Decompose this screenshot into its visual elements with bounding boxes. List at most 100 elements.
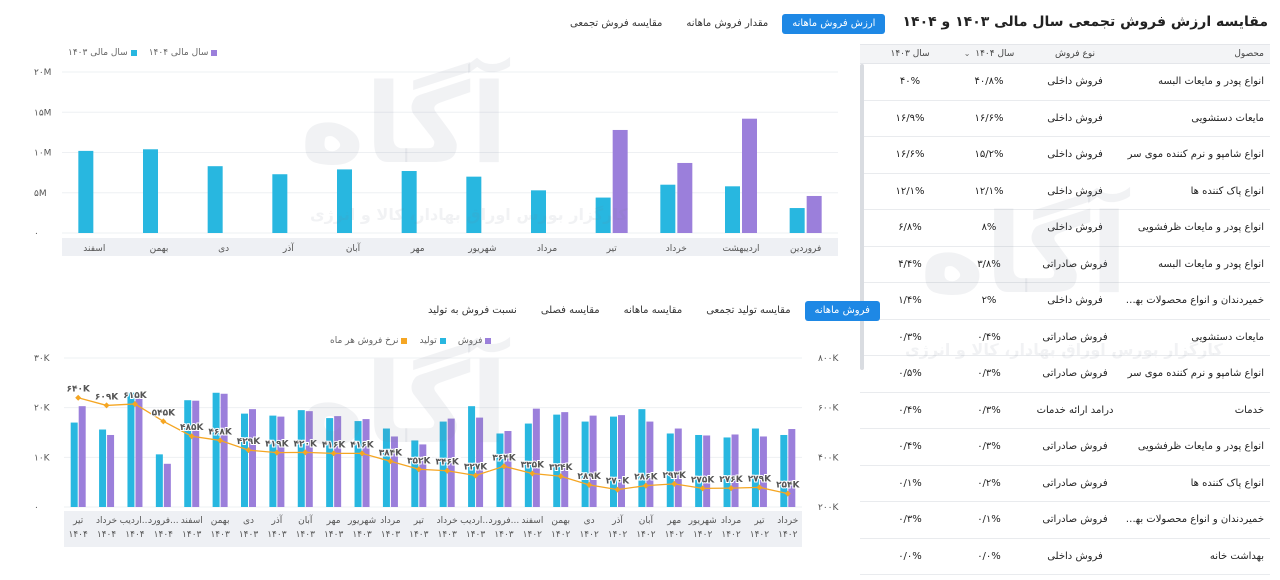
rate-point xyxy=(75,394,82,401)
x-tick-year: ۱۴۰۳ xyxy=(409,530,429,540)
tab-bottom_tabs-0[interactable]: فروش ماهانه xyxy=(804,301,880,321)
top-chart-tabs: ارزش فروش ماهانه مقدار فروش ماهانه مقایسه … xyxy=(560,14,886,34)
header-product[interactable]: محصول xyxy=(1234,49,1264,59)
rate-point xyxy=(217,437,224,444)
y-tick-label: ۱۰M xyxy=(34,149,51,159)
bar-1403 xyxy=(660,184,676,233)
cell-sale-type: فروش صادراتی xyxy=(1042,368,1108,380)
x-tick-month: خرداد xyxy=(96,516,117,526)
x-tick-label: اسفند xyxy=(83,244,105,254)
legend-label-1404: سال مالی ۱۴۰۴ xyxy=(148,48,209,58)
x-tick-year: ۱۴۰۳ xyxy=(466,530,486,540)
rate-data-label: ۳۳۵K xyxy=(521,460,545,470)
rate-point xyxy=(387,458,394,465)
table-row[interactable]: مایعات دستشویی فروش داخلی ۱۶/۶% ۱۶/۹% xyxy=(860,101,1270,137)
tab-top_tabs-2[interactable]: مقایسه فروش تجمعی xyxy=(570,18,663,29)
tab-bottom_tabs-4[interactable]: نسبت فروش به تولید xyxy=(428,305,517,316)
table-row[interactable]: انواع پودر و مایعات البسه فروش داخلی ۴۰/۸%… xyxy=(860,64,1270,101)
bar-1404 xyxy=(742,118,757,233)
y-left-tick-label: ۲۰K xyxy=(34,404,51,414)
bar-1403 xyxy=(78,150,94,233)
cell-year-1403: ۱۶/۹% xyxy=(895,112,925,124)
table-body: انواع پودر و مایعات البسه فروش داخلی ۴۰/۸%… xyxy=(860,64,1270,575)
bar-production xyxy=(610,416,617,507)
bar-1404 xyxy=(677,162,693,233)
table-header: محصول نوع فروش سال ۱۴۰۴ ⌄ سال ۱۴۰۳ xyxy=(860,44,1270,64)
sort-desc-icon[interactable]: ⌄ xyxy=(963,49,971,58)
legend-swatch-sales xyxy=(485,338,492,344)
legend-rate[interactable]: نرخ فروش هر ماه xyxy=(330,336,408,346)
bar-1404 xyxy=(806,195,822,233)
bar-production xyxy=(99,429,107,507)
table-row[interactable]: انواع پودر و مایعات ظرفشویی فروش داخلی ۸% ۶… xyxy=(860,210,1270,247)
x-tick-year: ۱۴۰۲ xyxy=(551,530,571,540)
legend-label-1403: سال مالی ۱۴۰۳ xyxy=(68,48,128,58)
bar-sales xyxy=(362,419,370,507)
tab-bottom_tabs-2[interactable]: مقایسه ماهانه xyxy=(623,305,683,316)
bar-1403 xyxy=(531,190,546,233)
cell-product: انواع شامپو و نرم کننده موی سر xyxy=(1127,149,1264,161)
bar-sales xyxy=(759,436,767,507)
bar-sales xyxy=(731,434,739,507)
rate-data-label: ۴۸۵K xyxy=(180,423,204,433)
legend-1403[interactable]: سال مالی ۱۴۰۳ xyxy=(68,48,137,58)
header-sale-type[interactable]: نوع فروش xyxy=(1055,49,1095,59)
cell-year-1404: ۲% xyxy=(981,295,997,307)
table-scrollbar[interactable] xyxy=(860,64,864,370)
legend-sales[interactable]: فروش xyxy=(458,336,492,346)
legend-production[interactable]: تولید xyxy=(419,336,446,346)
bar-sales xyxy=(163,463,171,507)
rate-point xyxy=(642,482,649,489)
x-tick-year: ۱۴۰۳ xyxy=(324,530,344,540)
legend-swatch-1403 xyxy=(130,50,137,56)
rate-data-label: ۲۹۳K xyxy=(663,471,687,481)
table-row[interactable]: انواع شامپو و نرم کننده موی سر فروش داخلی… xyxy=(860,137,1270,174)
tab-top_tabs-1[interactable]: مقدار فروش ماهانه xyxy=(686,18,769,29)
y-left-tick-label: ۰ xyxy=(34,503,39,513)
x-tick-year: ۱۴۰۳ xyxy=(182,530,202,540)
table-row[interactable]: مایعات دستشویی فروش صادراتی ۰/۴% ۰/۳% xyxy=(860,320,1270,356)
bar-sales xyxy=(703,435,711,507)
rate-point xyxy=(529,470,536,477)
rate-data-label: ۴۶۸K xyxy=(208,427,232,437)
x-tick-month: تیر xyxy=(413,516,425,526)
table-row[interactable]: خمیردندان و انواع محصولات بهدا... فروش صا… xyxy=(860,502,1270,539)
legend-1404[interactable]: سال مالی ۱۴۰۴ xyxy=(149,48,218,58)
x-tick-month: شهریور xyxy=(347,516,376,526)
header-year-1403[interactable]: سال ۱۴۰۳ xyxy=(890,49,930,59)
rate-point xyxy=(273,449,280,456)
x-tick-month: فرورد... xyxy=(489,516,520,526)
x-tick-month: خرداد xyxy=(777,516,798,526)
x-tick-month: آبان xyxy=(639,514,654,526)
x-tick-month: آبان xyxy=(298,514,313,526)
x-tick-year: ۱۴۰۲ xyxy=(693,530,713,540)
table-row[interactable]: بهداشت خانه فروش داخلی ۰/۰% ۰/۰% xyxy=(860,539,1270,575)
bar-production xyxy=(751,428,759,507)
x-tick-year: ۱۴۰۳ xyxy=(381,530,401,540)
legend-swatch-1404 xyxy=(211,50,218,56)
tab-top_tabs-0[interactable]: ارزش فروش ماهانه xyxy=(782,14,886,34)
tab-bottom_tabs-1[interactable]: مقایسه تولید تجمعی xyxy=(706,305,791,316)
cell-sale-type: فروش داخلی xyxy=(1047,76,1103,88)
rate-data-label: ۲۷۰K xyxy=(606,477,630,487)
cell-sale-type: فروش صادراتی xyxy=(1042,514,1108,526)
tab-bottom_tabs-3[interactable]: مقایسه فصلی xyxy=(540,305,600,316)
x-axis-band xyxy=(64,511,802,547)
bar-production xyxy=(411,440,419,507)
table-row[interactable]: انواع پاک کننده ها فروش داخلی ۱۲/۱% ۱۲/۱% xyxy=(860,174,1270,210)
bar-production xyxy=(70,422,78,507)
cell-year-1404: ۱۵/۲% xyxy=(974,149,1004,161)
table-row[interactable]: انواع پاک کننده ها فروش صادراتی ۰/۲% ۰/۱% xyxy=(860,466,1270,502)
table-row[interactable]: انواع پودر و مایعات ظرفشویی فروش صادراتی ۰… xyxy=(860,429,1270,466)
x-tick-year: ۱۴۰۲ xyxy=(778,530,798,540)
table-row[interactable]: انواع شامپو و نرم کننده موی سر فروش صادرا… xyxy=(860,356,1270,393)
table-row[interactable]: خدمات درآمد ارائه خدمات ۰/۳% ۰/۴% xyxy=(860,393,1270,429)
header-year-1404[interactable]: سال ۱۴۰۴ ⌄ xyxy=(950,49,1028,59)
rate-data-label: ۴۱۶K xyxy=(350,440,374,450)
table-row[interactable]: انواع پودر و مایعات البسه فروش صادراتی ۳/۸… xyxy=(860,247,1270,283)
rate-point xyxy=(586,481,593,488)
rate-data-label: ۳۸۴K xyxy=(379,448,403,458)
cell-product: انواع پودر و مایعات ظرفشویی xyxy=(1137,441,1264,453)
table-row[interactable]: خمیردندان و انواع محصولات بهدا... فروش دا… xyxy=(860,283,1270,320)
cell-year-1404: ۱۶/۶% xyxy=(974,112,1004,124)
